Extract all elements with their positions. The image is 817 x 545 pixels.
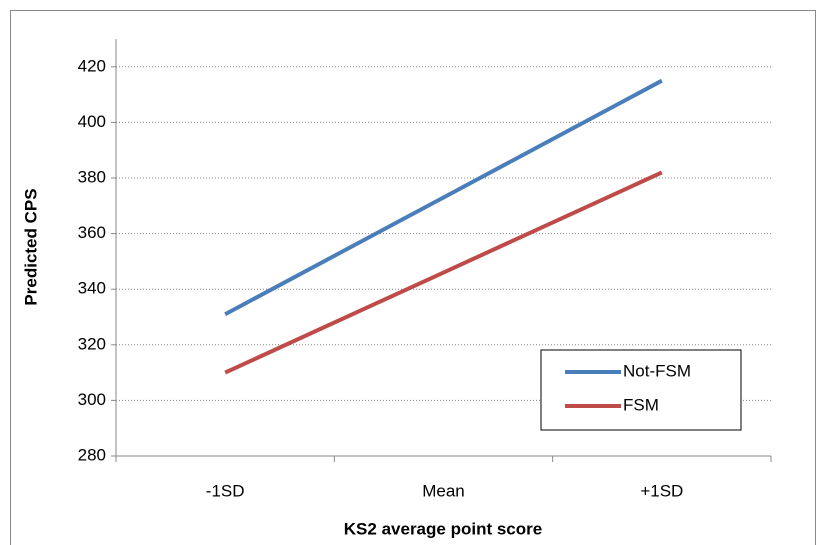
- legend-label: Not-FSM: [623, 361, 691, 380]
- y-tick-label: 360: [78, 223, 106, 242]
- y-tick-label: 320: [78, 334, 106, 353]
- x-axis-label: KS2 average point score: [344, 519, 542, 538]
- legend-label: FSM: [623, 395, 659, 414]
- y-tick-label: 300: [78, 390, 106, 409]
- chart-border: [10, 10, 816, 545]
- y-tick-label: 400: [78, 112, 106, 131]
- y-axis-label: Predicted CPS: [21, 188, 40, 305]
- series-line: [224, 78, 663, 316]
- series-line: [224, 170, 663, 375]
- x-tick-label: +1SD: [640, 481, 683, 500]
- x-tick-label: -1SD: [206, 481, 245, 500]
- y-tick-label: 380: [78, 167, 106, 186]
- y-tick-label: 280: [78, 445, 106, 464]
- x-tick-label: Mean: [422, 481, 465, 500]
- y-tick-label: 420: [78, 56, 106, 75]
- legend-box: [540, 349, 742, 431]
- y-tick-label: 340: [78, 279, 106, 298]
